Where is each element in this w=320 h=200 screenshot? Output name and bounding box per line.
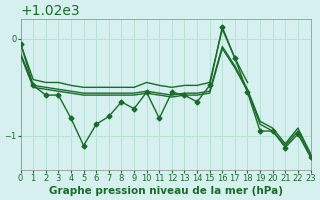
X-axis label: Graphe pression niveau de la mer (hPa): Graphe pression niveau de la mer (hPa)	[49, 186, 283, 196]
